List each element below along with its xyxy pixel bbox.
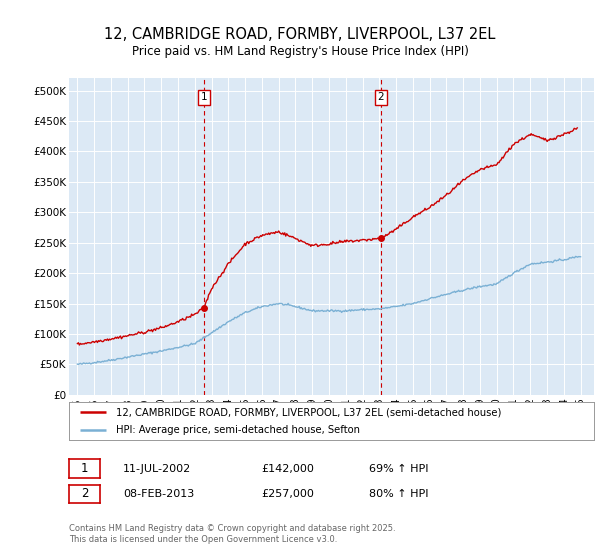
Text: 08-FEB-2013: 08-FEB-2013 [123,489,194,499]
Text: 80% ↑ HPI: 80% ↑ HPI [369,489,428,499]
Text: 1: 1 [200,92,207,102]
Text: 12, CAMBRIDGE ROAD, FORMBY, LIVERPOOL, L37 2EL (semi-detached house): 12, CAMBRIDGE ROAD, FORMBY, LIVERPOOL, L… [116,407,502,417]
Text: 2: 2 [377,92,384,102]
Text: 69% ↑ HPI: 69% ↑ HPI [369,464,428,474]
Text: 11-JUL-2002: 11-JUL-2002 [123,464,191,474]
Text: £142,000: £142,000 [261,464,314,474]
Text: Contains HM Land Registry data © Crown copyright and database right 2025.
This d: Contains HM Land Registry data © Crown c… [69,524,395,544]
Text: 2: 2 [81,487,88,501]
Text: 1: 1 [81,462,88,475]
Text: 12, CAMBRIDGE ROAD, FORMBY, LIVERPOOL, L37 2EL: 12, CAMBRIDGE ROAD, FORMBY, LIVERPOOL, L… [104,27,496,42]
Text: £257,000: £257,000 [261,489,314,499]
Text: HPI: Average price, semi-detached house, Sefton: HPI: Average price, semi-detached house,… [116,425,360,435]
Text: Price paid vs. HM Land Registry's House Price Index (HPI): Price paid vs. HM Land Registry's House … [131,45,469,58]
